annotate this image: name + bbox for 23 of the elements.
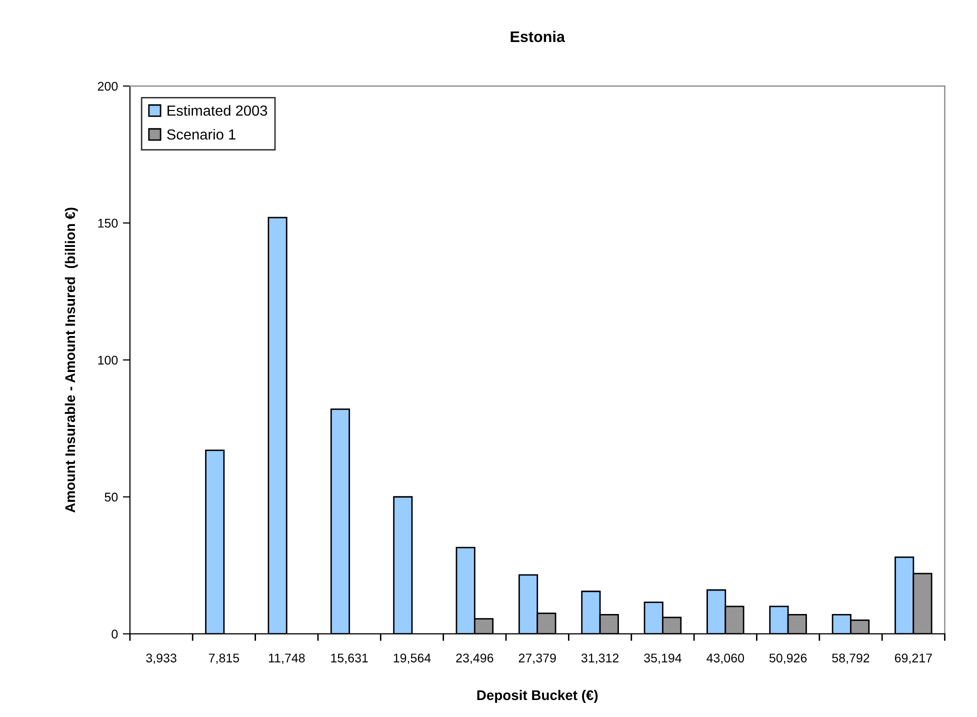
y-tick-label: 50	[104, 492, 118, 502]
x-tick-label: 23,496	[456, 654, 494, 664]
y-tick-label: 200	[98, 82, 118, 91]
x-tick-label: 7,815	[208, 654, 240, 664]
x-tick-label: 19,564	[394, 654, 431, 664]
y-tick-label: 100	[98, 356, 118, 365]
x-tick-label: 43,060	[706, 654, 744, 664]
y-axis-title: Amount Insurable - Amount Insured (billion €)	[64, 208, 78, 512]
x-tick-label: 31,312	[581, 654, 619, 664]
x-axis-title: Deposit Bucket (€)	[477, 690, 598, 703]
x-tick-label: 69,217	[894, 654, 932, 664]
legend-label: Scenario 1	[167, 128, 236, 140]
x-tick-label: 15,631	[331, 654, 368, 664]
x-tick-label: 27,379	[518, 654, 556, 664]
y-tick-label: 0	[112, 630, 118, 638]
x-tick-label: 58,792	[832, 654, 870, 664]
x-tick-label: 3,933	[146, 654, 176, 664]
x-tick-label: 11,748	[268, 654, 305, 664]
y-tick-label: 150	[98, 218, 118, 228]
legend-label: Estimated 2003	[168, 105, 268, 116]
x-tick-label: 35,194	[644, 654, 682, 664]
chart-title: Estonia	[510, 30, 566, 42]
x-tick-label: 50,926	[769, 654, 807, 664]
